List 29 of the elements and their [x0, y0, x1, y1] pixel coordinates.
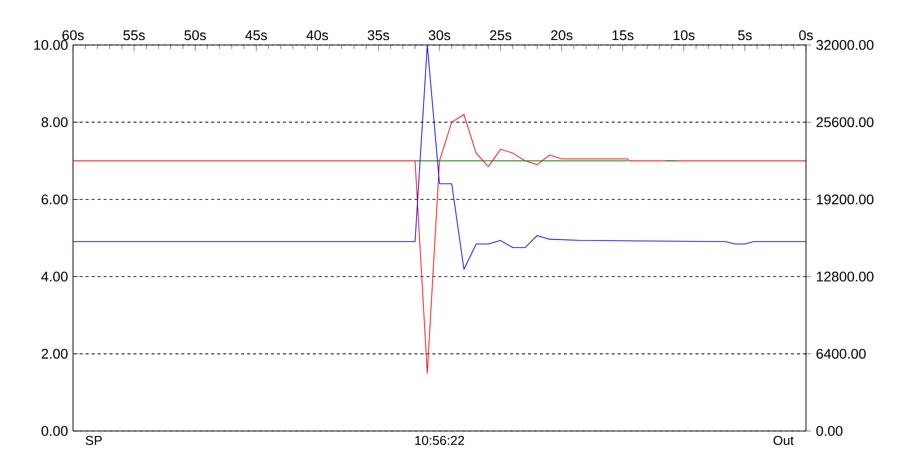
x-tick-label: 55s: [123, 30, 145, 40]
x-tick-label: 40s: [306, 30, 328, 40]
x-tick-label: 50s: [184, 30, 206, 40]
y2-tick-label: 12800.00: [816, 272, 874, 282]
x-tick-label: 5s: [738, 30, 752, 40]
x-tick-label: 30s: [428, 30, 450, 40]
line-series: [72, 114, 806, 374]
y-tick-label: 4.00: [41, 272, 68, 282]
y2-tick-label: 0.00: [816, 426, 842, 436]
x-tick-label: 60s: [62, 30, 84, 40]
x-tick-label: 15s: [612, 30, 634, 40]
y-tick-label: 2.00: [42, 348, 68, 359]
text: Out: [774, 436, 794, 446]
y-tick-label: 10.00: [34, 40, 68, 50]
y-tick-label: 6.00: [42, 194, 68, 204]
y2-tick-label: 25600.00: [816, 117, 874, 128]
y2-tick-label: 19200.00: [816, 194, 874, 204]
y2-tick-label: 32000.00: [816, 40, 874, 50]
x-tick-label: 20s: [551, 30, 572, 40]
x-tick-label: 0s: [799, 30, 813, 40]
y2-tick-label: 6400.00: [816, 348, 866, 359]
x-tick-label: 10s: [674, 30, 695, 40]
text: 10:56:22: [415, 436, 464, 446]
x-tick-label: 35s: [368, 30, 390, 40]
x-tick-label: 45s: [245, 30, 267, 40]
x-tick-label: 25s: [490, 30, 512, 40]
y-tick-label: 8.00: [42, 117, 68, 128]
text: SP: [86, 436, 102, 446]
y-tick-label: 0.00: [42, 426, 68, 436]
